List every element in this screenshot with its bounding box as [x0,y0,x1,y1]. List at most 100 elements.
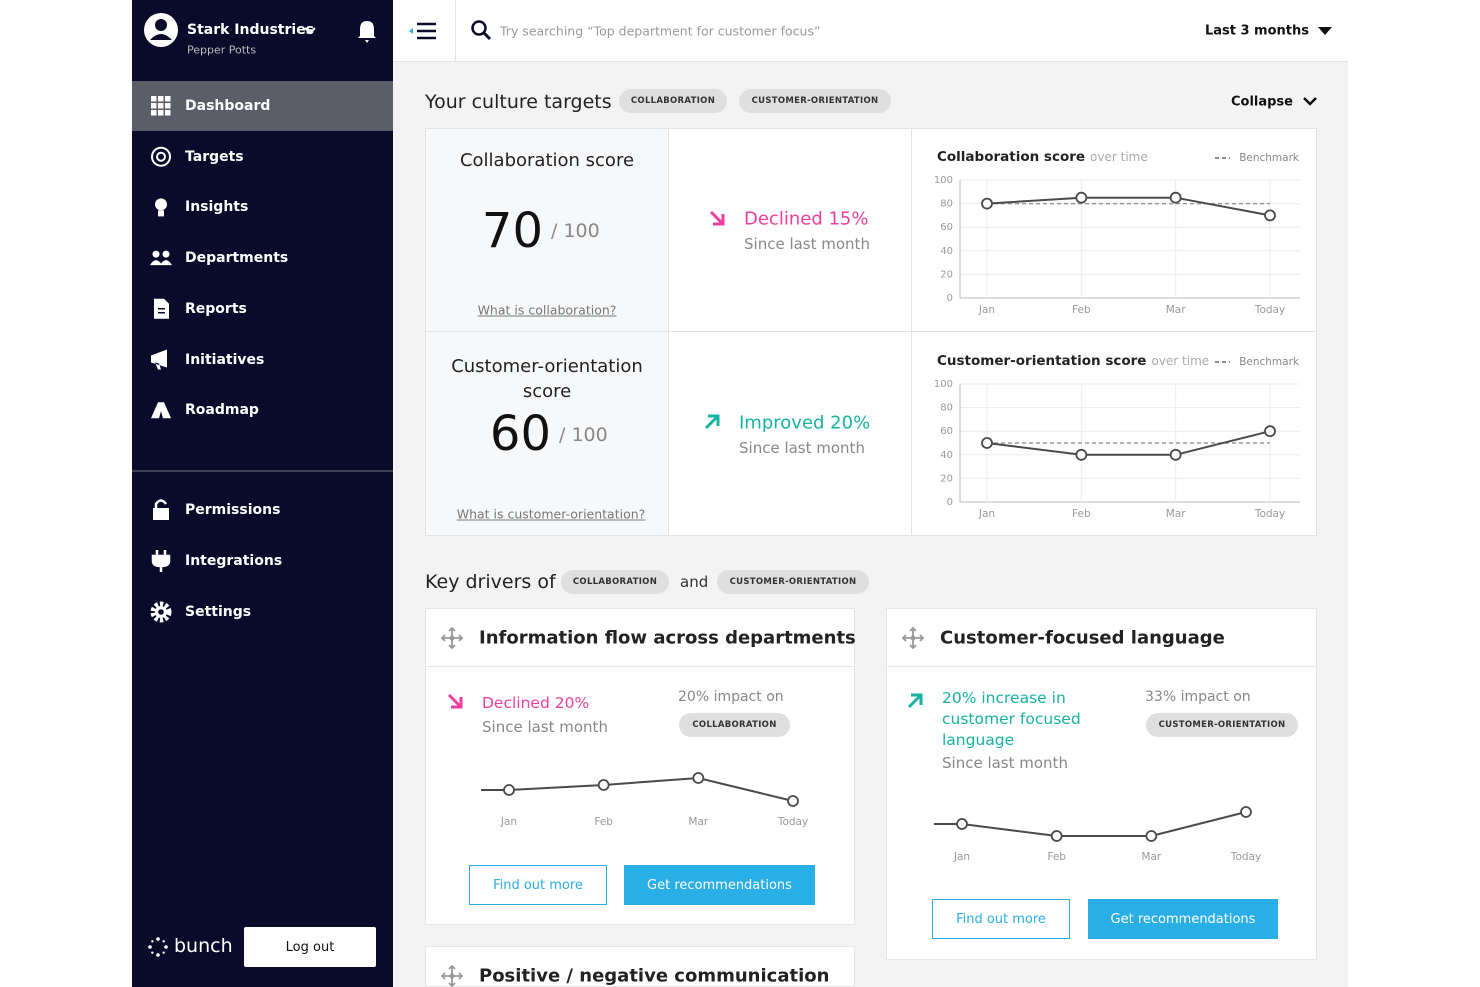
x-tick-label: Today [1254,304,1285,316]
data-point [1264,425,1276,438]
nav-item[interactable]: Targets [185,148,244,165]
change-sub: Since last month [744,235,870,253]
logo-dot [156,953,160,957]
change: Declined 20% [482,694,590,712]
data-point [692,772,705,784]
collapse[interactable]: Collapse [1230,94,1293,110]
icon [151,550,171,572]
tag: COLLABORATION [561,570,669,594]
period-select[interactable]: Last 3 months [1204,23,1309,39]
nav-item[interactable]: Settings [185,604,252,620]
card-title: Positive / negative communication [479,965,830,987]
icon [165,96,171,102]
nav-item[interactable]: Insights [185,199,249,216]
data-point [981,197,993,210]
y-tick-label: 40 [940,246,953,257]
divider [426,666,854,667]
chart-title-main: Customer-orientation score [937,353,1146,369]
nav-item[interactable]: Permissions [185,502,281,518]
x-tick-label: Today [1254,508,1285,520]
change-sub: Since last month [482,718,608,736]
icon [154,499,168,508]
y-tick-label: 60 [940,426,953,437]
button-secondary[interactable]: Find out more [469,865,607,905]
logo-dot [162,951,165,954]
change: Improved 20% [739,412,871,434]
data-line [986,196,1271,217]
sidebar-divider [132,470,393,472]
improved-arrow [907,693,923,709]
x-tick-label: Feb [1072,304,1091,316]
logo-dot [164,945,168,949]
y-tick-label: 0 [947,293,953,304]
x-tick-label: Feb [1047,851,1066,863]
chart-title: Collaboration score over time [937,149,1148,165]
icon [150,601,172,623]
improved-arrow [704,414,720,430]
chart-subtitle: over time [1090,150,1148,164]
icon [155,198,167,211]
y-tick-label: 0 [947,497,953,508]
x-tick-label: Jan [500,816,517,828]
data-point [787,795,799,807]
y-tick-label: 80 [940,199,953,210]
legend-label: Benchmark [1239,152,1300,164]
section-title: Key drivers of [425,571,556,593]
button-primary[interactable]: Get recommendations [624,865,815,905]
x-tick-label: Today [777,816,808,828]
data-line [961,811,1247,837]
search-input[interactable]: Try searching “Top department for custom… [500,23,821,39]
nav-item[interactable]: Initiatives [185,351,265,368]
nav-item[interactable]: Departments [185,250,289,267]
x-tick-label: Jan [978,304,995,316]
x-tick-label: Feb [594,816,613,828]
section-title: Your culture targets [425,91,612,113]
topbar-divider [455,0,456,62]
icon [151,146,171,167]
nav-item[interactable]: Roadmap [185,402,259,419]
data-point [981,437,993,449]
avatar-head [155,19,167,31]
link[interactable]: What is customer-orientation? [456,506,646,522]
button-secondary[interactable]: Find out more [932,899,1070,939]
move-icon [449,973,455,979]
y-tick-label: 40 [940,450,953,461]
logo-dot [162,940,165,943]
data-point [1169,448,1182,461]
chart-subtitle: over time [1151,354,1209,368]
logout-button[interactable]: Log out [244,927,376,967]
icon [151,349,167,370]
nav-item[interactable]: Dashboard [185,98,271,114]
legend-label: Benchmark [1239,356,1300,368]
data-point [1145,830,1158,842]
tag: CUSTOMER-ORIENTATION [1146,713,1298,737]
data-point [1075,191,1088,204]
caret [1318,27,1332,35]
x-tick-label: Jan [978,508,995,520]
search-icon [471,20,487,36]
card-title: Customer-focused language [940,627,1225,649]
button-primary[interactable]: Get recommendations [1088,899,1278,939]
divider [911,129,912,535]
x-tick-label: Feb [1072,508,1091,520]
chart-title-main: Collaboration score [937,149,1085,165]
icon [150,260,172,266]
x-tick-label: Today [1230,851,1261,863]
bell [358,21,376,43]
score: 60 [489,406,551,462]
declined-arrow [709,210,725,226]
sidebar [132,0,393,987]
avatar-body [150,34,172,40]
search-handle [482,31,492,41]
link[interactable]: What is collaboration? [477,302,617,318]
x-tick-label: Mar [1166,304,1186,316]
x-tick-label: Mar [1166,508,1186,520]
company[interactable]: Stark Industries [187,22,315,38]
nav-item[interactable]: Integrations [185,553,283,569]
tag: CUSTOMER-ORIENTATION [739,89,891,113]
nav-item[interactable]: Reports [185,300,247,317]
tag: CUSTOMER-ORIENTATION [717,570,869,594]
y-tick-label: 100 [934,175,953,186]
